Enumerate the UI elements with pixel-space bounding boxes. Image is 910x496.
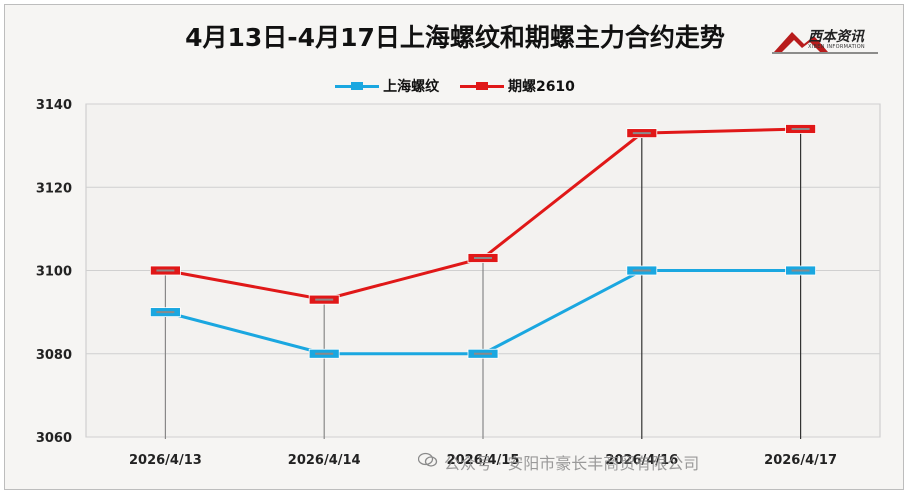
logo-mountain-icon — [772, 32, 878, 54]
chart-title: 4月13日-4月17日上海螺纹和期螺主力合约走势 — [185, 23, 725, 52]
legend: 上海螺纹 期螺2610 — [0, 76, 910, 97]
legend-swatch-series-1 — [335, 79, 380, 93]
x-tick-label: 2026/4/15 — [447, 453, 520, 468]
y-tick-label: 3140 — [36, 98, 72, 113]
y-tick-label: 3060 — [36, 431, 72, 446]
watermark-text: 公众号 · 安阳市豪长丰商贸有限公司 — [444, 454, 700, 473]
logo-text: 西本资讯 — [808, 29, 864, 45]
y-tick-label: 3080 — [36, 348, 72, 363]
x-tick-label: 2026/4/16 — [605, 453, 678, 468]
logo-subtitle: XIBEN INFORMATION — [808, 44, 865, 50]
legend-item-series-2: 期螺2610 — [459, 76, 575, 96]
wechat-icon — [418, 452, 438, 467]
legend-item-series-1: 上海螺纹 — [335, 76, 439, 96]
x-tick-label: 2026/4/13 — [129, 453, 202, 468]
y-tick-label: 3120 — [36, 181, 72, 196]
legend-swatch-series-2 — [459, 79, 504, 93]
x-tick-label: 2026/4/17 — [764, 453, 837, 468]
legend-label-series-2: 期螺2610 — [507, 79, 575, 95]
y-tick-label: 3100 — [36, 265, 72, 280]
legend-label-series-1: 上海螺纹 — [383, 79, 440, 95]
x-tick-label: 2026/4/14 — [288, 453, 361, 468]
